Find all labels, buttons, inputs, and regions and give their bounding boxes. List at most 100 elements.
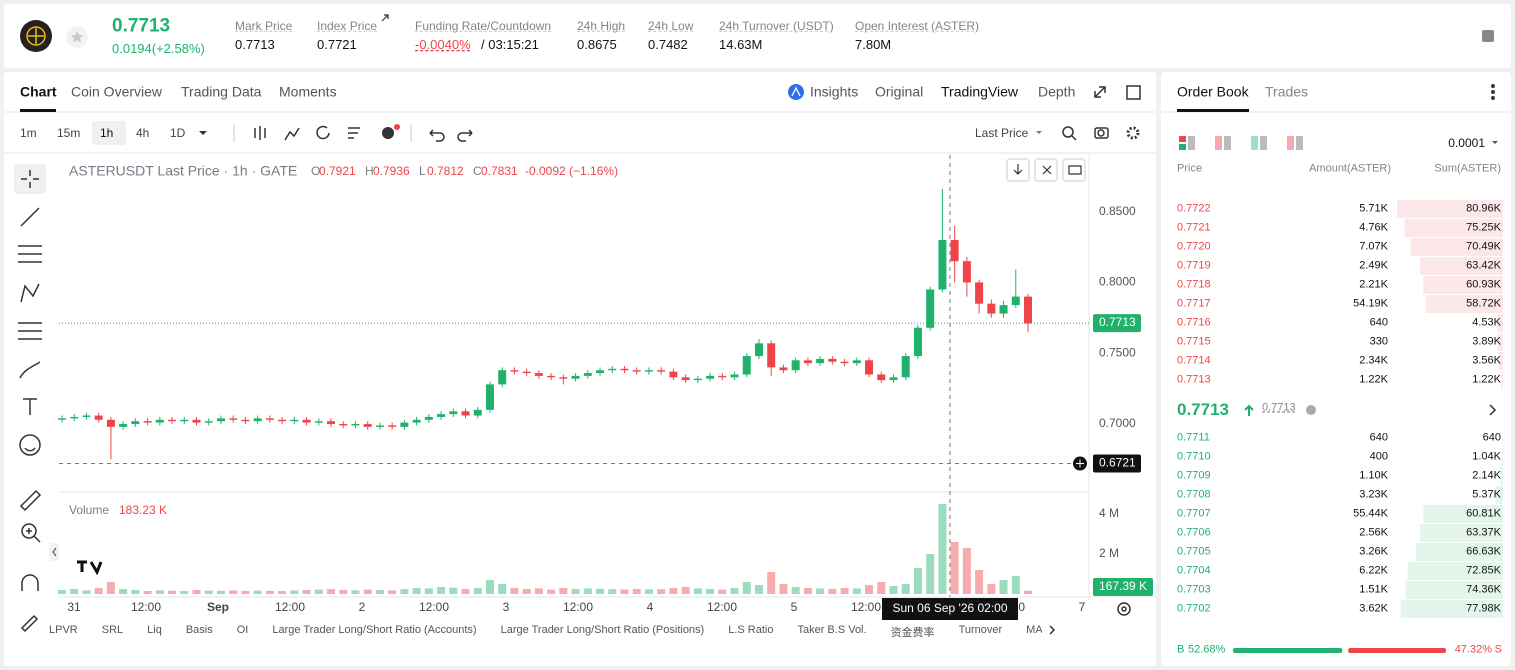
indicator[interactable]: Taker B.S Vol. <box>797 624 867 636</box>
price-type[interactable]: Last Price <box>975 125 1029 140</box>
ob-price: 0.7722 <box>1177 202 1211 215</box>
stat-value: 7.80M <box>855 37 892 53</box>
interval[interactable]: 1h <box>100 125 114 140</box>
x-tick-label: 5 <box>791 600 798 614</box>
ob-tab[interactable]: Trades <box>1265 83 1309 100</box>
indicator[interactable]: Large Trader Long/Short Ratio (Positions… <box>500 624 705 636</box>
interval[interactable]: 1m <box>20 125 37 140</box>
candle-body <box>131 421 140 425</box>
interval[interactable]: 4h <box>136 125 150 140</box>
volume-bar <box>522 589 531 594</box>
candle-body <box>82 415 91 417</box>
interval[interactable]: 1D <box>170 125 186 140</box>
volume-bar <box>82 590 91 594</box>
ob-price: 0.7708 <box>1177 488 1211 501</box>
chart-tab[interactable]: Coin Overview <box>71 83 163 100</box>
sell-ratio: 47.32% <box>1454 643 1492 656</box>
chart-tab[interactable]: Chart <box>20 83 57 100</box>
indicator[interactable]: 资金费率 <box>890 627 935 639</box>
indicator[interactable]: OI <box>236 624 249 636</box>
candle-body <box>571 375 580 379</box>
volume-bar <box>424 588 433 594</box>
volume-bar <box>865 585 874 594</box>
ob-sum: 2.14K <box>1472 469 1501 482</box>
volume-bar <box>461 589 470 594</box>
indicator[interactable]: MA <box>1026 624 1042 636</box>
tab-underline <box>20 109 56 112</box>
candle-body <box>1011 296 1020 306</box>
indicator[interactable]: Liq <box>147 624 162 636</box>
chart-panel <box>4 72 1156 666</box>
y-tick-label: 0.7000 <box>1099 416 1136 430</box>
ob-sum: 66.63K <box>1466 545 1501 558</box>
ohlc-value: 0.7921 <box>319 163 356 178</box>
ob-price: 0.7721 <box>1177 221 1211 234</box>
volume-bar <box>791 587 800 594</box>
candle-body <box>803 360 812 364</box>
indicator[interactable]: L.S Ratio <box>728 624 774 636</box>
depth-bar <box>1426 295 1503 313</box>
volume-bar <box>938 504 947 594</box>
ob-sum: 1.04K <box>1472 450 1501 463</box>
ob-amount: 400 <box>1369 450 1388 463</box>
ob-tab[interactable]: Order Book <box>1177 83 1249 100</box>
v-tick-label: 4 M <box>1099 506 1119 520</box>
volume-bar <box>204 590 213 594</box>
candle-body <box>608 368 617 371</box>
volume-bar <box>730 588 739 594</box>
ob-amount: 54.19K <box>1353 297 1388 310</box>
ob-amount: 3.26K <box>1359 545 1388 558</box>
candle-body <box>351 424 360 426</box>
indicator[interactable]: SRL <box>101 624 124 636</box>
indicator[interactable]: Basis <box>185 624 213 636</box>
volume-bar <box>131 590 140 594</box>
interval[interactable]: 15m <box>57 125 81 140</box>
ob-precision[interactable]: 0.0001 <box>1448 135 1485 150</box>
candle-body <box>473 409 482 416</box>
last-price: 0.7713 <box>112 15 171 37</box>
candle-body <box>730 374 739 378</box>
candle-body <box>58 418 66 420</box>
indicator[interactable]: LPVR <box>49 624 78 636</box>
ohlc-change: -0.0092 (−1.16%) <box>525 163 619 178</box>
view-tab[interactable]: TradingView <box>941 83 1019 100</box>
ob-price: 0.7711 <box>1177 431 1210 444</box>
x-tick-label: 31 <box>67 600 81 614</box>
chart-tab[interactable]: Trading Data <box>181 83 262 100</box>
volume-bar <box>632 589 641 594</box>
ob-sum: 72.85K <box>1466 564 1501 577</box>
candle-body <box>498 370 507 385</box>
ob-sum: 77.98K <box>1466 602 1501 615</box>
ob-price: 0.7716 <box>1177 316 1211 329</box>
depth-bar <box>1500 467 1503 485</box>
indicator[interactable]: Turnover <box>958 624 1003 636</box>
chart-tab[interactable]: Moments <box>279 83 337 100</box>
view-tab[interactable]: Insights <box>810 83 859 100</box>
candle-body <box>70 416 79 419</box>
view-tab[interactable]: Original <box>875 83 924 100</box>
candle-body <box>155 419 164 423</box>
volume-bar <box>999 580 1008 594</box>
stat-value: -0.0040% <box>415 37 471 53</box>
candle-body <box>657 370 666 372</box>
volume-bar <box>669 588 678 594</box>
volume-bar <box>657 589 666 594</box>
candle-body <box>975 282 984 304</box>
candle-body <box>449 411 458 415</box>
candle-body <box>424 416 433 420</box>
ohlc-label: O <box>311 163 321 178</box>
y-tick-label: 0.8500 <box>1099 204 1136 218</box>
volume-bar <box>644 589 653 594</box>
ohlc-label: L <box>419 163 426 178</box>
ob-amount: 3.62K <box>1359 602 1388 615</box>
volume-bar <box>706 589 715 594</box>
stat-label: 24h High <box>577 18 626 33</box>
indicator[interactable]: Large Trader Long/Short Ratio (Accounts) <box>272 624 477 636</box>
volume-bar <box>913 568 922 594</box>
stat-label: 24h Turnover (USDT) <box>719 18 834 33</box>
volume-bar <box>987 584 996 594</box>
ob-sum: 74.36K <box>1466 583 1501 596</box>
indicator-bar: LPVR SRL Liq Basis OI Large Trader Long/Short… <box>49 624 1042 640</box>
volume-bar <box>877 582 886 594</box>
view-tab[interactable]: Depth <box>1038 83 1076 100</box>
